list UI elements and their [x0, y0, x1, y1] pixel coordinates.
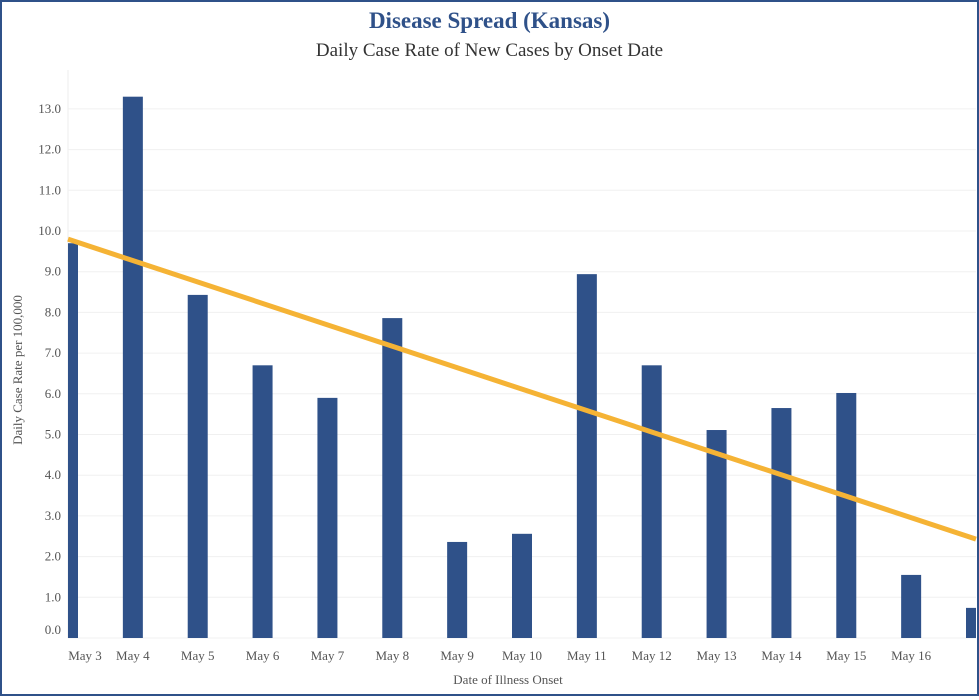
y-tick-label: 5.0	[45, 427, 61, 442]
x-tick-label: May 13	[697, 648, 737, 663]
y-tick-label: 0.0	[45, 622, 61, 637]
x-tick-label: May 15	[826, 648, 866, 663]
y-tick-label: 3.0	[45, 508, 61, 523]
bar	[901, 574, 922, 638]
y-tick-label: 2.0	[45, 549, 61, 564]
bar	[122, 96, 143, 638]
x-tick-label: May 16	[891, 648, 932, 663]
x-tick-label: May 5	[181, 648, 215, 663]
bar	[706, 430, 727, 638]
x-tick-label: May 4	[116, 648, 150, 663]
bar	[641, 365, 662, 638]
bar	[317, 397, 338, 638]
chart-subtitle: Daily Case Rate of New Cases by Onset Da…	[315, 40, 664, 61]
trend-line	[67, 236, 977, 542]
x-tick-label: May 7	[311, 648, 345, 663]
bar	[68, 243, 78, 638]
bar	[447, 541, 468, 638]
bar	[382, 318, 403, 638]
y-tick-label: 10.0	[38, 223, 61, 238]
bar	[771, 408, 792, 638]
x-tick-label: May 11	[567, 648, 607, 663]
bar	[512, 533, 532, 638]
bar	[187, 294, 208, 638]
y-tick-label: 9.0	[45, 264, 61, 279]
bar	[252, 365, 273, 638]
y-tick-label: 6.0	[45, 386, 61, 401]
x-tick-label: May 8	[375, 648, 409, 663]
x-tick-label: May 12	[632, 648, 672, 663]
bar	[576, 274, 597, 638]
x-tick-label: May 3	[68, 648, 102, 663]
y-tick-label: 7.0	[45, 345, 61, 360]
chart-title: Disease Spread (Kansas)	[368, 8, 611, 33]
y-tick-label: 11.0	[39, 182, 61, 197]
x-tick-label: May 6	[246, 648, 280, 663]
y-tick-label: 13.0	[38, 101, 61, 116]
y-tick-label: 12.0	[38, 142, 61, 157]
bar	[966, 607, 976, 638]
x-tick-label: May 10	[502, 648, 542, 663]
y-tick-label: 8.0	[45, 304, 61, 319]
x-axis-label: Date of Illness Onset	[453, 672, 563, 687]
bar	[836, 392, 857, 638]
x-tick-label: May 14	[761, 648, 802, 663]
y-axis-label: Daily Case Rate per 100,000	[10, 295, 25, 445]
y-tick-label: 1.0	[45, 589, 61, 604]
y-tick-label: 4.0	[45, 467, 61, 482]
x-tick-label: May 9	[440, 648, 474, 663]
